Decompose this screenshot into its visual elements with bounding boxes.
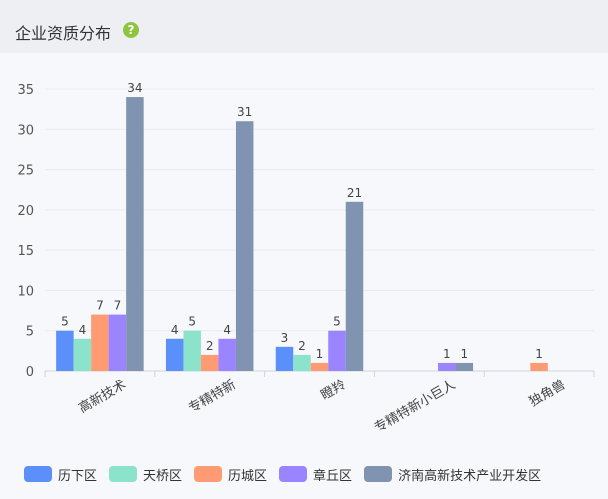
bar-value-label: 7 <box>114 299 122 313</box>
legend-swatch <box>194 466 223 482</box>
panel-header: 企业资质分布 ? <box>0 0 608 53</box>
chart-legend: 历下区 天桥区 历城区 章丘区 济南高新技术产业开发区 <box>24 464 553 484</box>
bar <box>108 314 127 371</box>
legend-swatch <box>364 466 393 482</box>
y-tick-label: 25 <box>17 164 34 179</box>
legend-item[interactable]: 章丘区 <box>279 465 352 484</box>
bar-value-label: 7 <box>96 299 104 313</box>
bar-value-label: 5 <box>188 315 196 329</box>
bar-value-label: 3 <box>281 331 289 345</box>
y-tick-label: 5 <box>26 325 34 340</box>
x-tick-label: 专精特新 <box>186 377 239 417</box>
bar <box>530 362 548 371</box>
bar <box>328 330 346 371</box>
bar-value-label: 1 <box>443 347 451 361</box>
legend-swatch <box>109 466 138 482</box>
legend-label: 天桥区 <box>143 468 183 484</box>
legend-item[interactable]: 天桥区 <box>109 465 182 484</box>
bar <box>91 314 109 371</box>
bar <box>310 362 329 371</box>
bar <box>345 201 364 371</box>
bar-value-label: 4 <box>223 323 231 337</box>
bar-value-label: 2 <box>298 339 306 353</box>
y-tick-label: 20 <box>17 204 34 219</box>
y-tick-label: 15 <box>17 244 34 259</box>
bar <box>165 338 184 371</box>
question-circle-icon[interactable]: ? <box>123 22 139 38</box>
bar-value-label: 31 <box>237 105 252 119</box>
x-tick-label: 独角兽 <box>527 377 568 409</box>
y-tick-label: 35 <box>17 83 34 98</box>
bar <box>235 121 254 371</box>
legend-label: 章丘区 <box>313 468 353 484</box>
bar-value-label: 34 <box>127 81 142 95</box>
legend-label: 历城区 <box>228 468 268 484</box>
bar-value-label: 5 <box>61 315 69 329</box>
bar-value-label: 1 <box>460 347 468 361</box>
panel-title: 企业资质分布 <box>15 24 112 43</box>
bar <box>275 346 294 371</box>
bar <box>438 362 456 371</box>
bar <box>73 338 92 371</box>
legend-swatch <box>24 466 52 482</box>
bar-value-label: 4 <box>171 323 179 337</box>
bar <box>56 330 74 371</box>
x-tick-label: 高新技术 <box>76 377 129 417</box>
legend-item[interactable]: 历下区 <box>24 465 97 484</box>
y-tick-label: 30 <box>17 123 34 138</box>
bar <box>455 362 474 371</box>
bar <box>183 330 201 371</box>
legend-item[interactable]: 历城区 <box>194 465 267 484</box>
legend-label: 历下区 <box>58 468 98 484</box>
bar <box>293 354 311 371</box>
x-tick-label: 瞪羚 <box>318 377 348 403</box>
bar <box>200 354 219 371</box>
bar-value-label: 1 <box>316 347 324 361</box>
legend-swatch <box>279 466 308 482</box>
bar-value-label: 2 <box>206 339 214 353</box>
bar <box>218 338 236 371</box>
legend-label: 济南高新技术产业开发区 <box>398 468 542 484</box>
legend-item[interactable]: 济南高新技术产业开发区 <box>364 465 541 484</box>
bar-value-label: 21 <box>347 186 362 200</box>
bar-value-label: 1 <box>535 347 543 361</box>
y-tick-label: 10 <box>17 284 34 299</box>
bar-value-label: 5 <box>333 315 341 329</box>
bar <box>126 97 144 372</box>
bar-value-label: 4 <box>79 323 87 337</box>
x-tick-label: 专精特新小巨人 <box>371 377 458 436</box>
y-tick-label: 0 <box>26 365 34 380</box>
